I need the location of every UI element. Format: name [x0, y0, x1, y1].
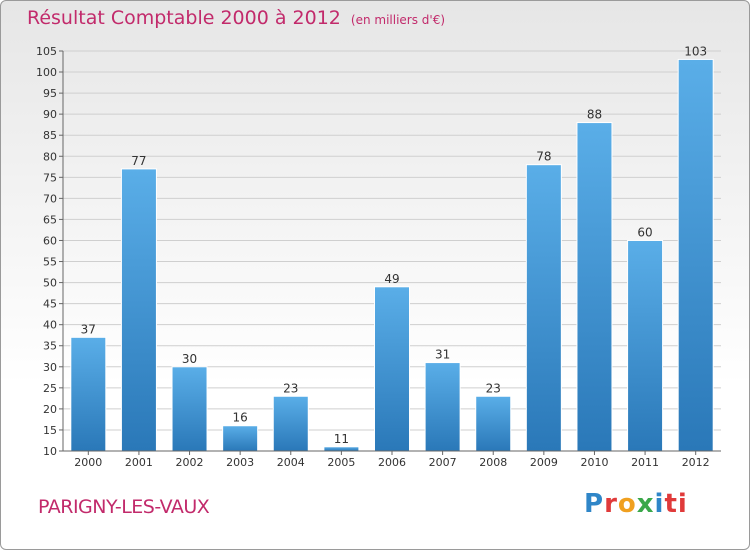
y-tick-label: 60	[43, 234, 57, 247]
data-label: 11	[334, 432, 349, 446]
bar	[323, 446, 360, 452]
data-label: 23	[486, 381, 501, 395]
x-tick-label: 2003	[226, 456, 254, 469]
y-tick-label: 55	[43, 256, 57, 269]
logo-letter: ti	[664, 489, 688, 519]
y-tick-label: 25	[43, 382, 57, 395]
x-tick-label: 2011	[631, 456, 659, 469]
bar	[272, 395, 309, 452]
bar	[374, 286, 410, 452]
data-label: 23	[283, 381, 298, 395]
bar	[424, 362, 461, 452]
x-tick-label: 2004	[277, 456, 305, 469]
y-tick-label: 45	[43, 298, 57, 311]
bar	[475, 395, 512, 452]
data-label: 30	[182, 352, 197, 366]
y-tick-label: 90	[43, 108, 57, 121]
y-tick-label: 80	[43, 150, 57, 163]
data-label: 49	[384, 272, 399, 286]
chart-title: Résultat Comptable 2000 à 2012 (en millie…	[27, 7, 445, 29]
x-tick-label: 2000	[74, 456, 102, 469]
x-tick-label: 2012	[682, 456, 710, 469]
x-tick-label: 2001	[125, 456, 153, 469]
logo-letter: r	[604, 489, 618, 519]
axes: 10 15 20 25 30 35 40 45 50 55 60 65 70 75 80 85 90 95 100 1…	[36, 45, 721, 469]
data-label: 37	[81, 322, 96, 336]
bars	[70, 58, 714, 452]
x-tick-label: 2010	[580, 456, 608, 469]
x-tick-label: 2006	[378, 456, 406, 469]
logo-letter: o	[617, 489, 637, 519]
y-tick-label: 10	[43, 445, 57, 458]
x-tick-label: 2007	[429, 456, 457, 469]
data-label: 60	[637, 225, 652, 239]
commune-name: PARIGNY-LES-VAUX	[38, 496, 210, 518]
logo-letter: P	[584, 489, 605, 519]
x-tick-label: 2009	[530, 456, 558, 469]
bar	[120, 168, 157, 452]
bar	[525, 164, 562, 452]
bar	[576, 122, 613, 452]
bar	[222, 425, 259, 452]
y-tick-label: 100	[36, 66, 57, 79]
data-label: 77	[131, 154, 146, 168]
bar	[171, 366, 208, 452]
y-tick-label: 85	[43, 129, 57, 142]
y-tick-label: 35	[43, 340, 57, 353]
labels: 37 77 30 16 23 11 49 31 23 78 88 60 103	[81, 44, 707, 445]
x-tick-label: 2005	[327, 456, 355, 469]
proxiti-logo: Proxiti	[584, 489, 688, 519]
data-label: 88	[587, 108, 602, 122]
bar	[677, 58, 714, 452]
y-tick-label: 70	[43, 192, 57, 205]
chart-title-text: Résultat Comptable 2000 à 2012	[27, 7, 341, 29]
y-tick-label: 40	[43, 319, 57, 332]
y-tick-label: 75	[43, 171, 57, 184]
y-tick-label: 30	[43, 361, 57, 374]
y-tick-label: 65	[43, 213, 57, 226]
data-label: 31	[435, 348, 450, 362]
x-tick-label: 2008	[479, 456, 507, 469]
data-label: 78	[536, 150, 551, 164]
bar	[70, 336, 107, 452]
y-tick-label: 105	[36, 45, 57, 58]
y-tick-label: 95	[43, 87, 57, 100]
chart-subtitle: (en milliers d'€)	[350, 13, 446, 27]
bar	[627, 239, 664, 452]
y-tick-label: 50	[43, 277, 57, 290]
y-tick-label: 15	[43, 424, 57, 437]
data-label: 103	[684, 44, 707, 58]
y-tick-label: 20	[43, 403, 57, 416]
data-label: 16	[233, 411, 248, 425]
x-tick-label: 2002	[176, 456, 204, 469]
logo-letter: x	[636, 489, 655, 519]
logo-letter: i	[654, 489, 665, 519]
